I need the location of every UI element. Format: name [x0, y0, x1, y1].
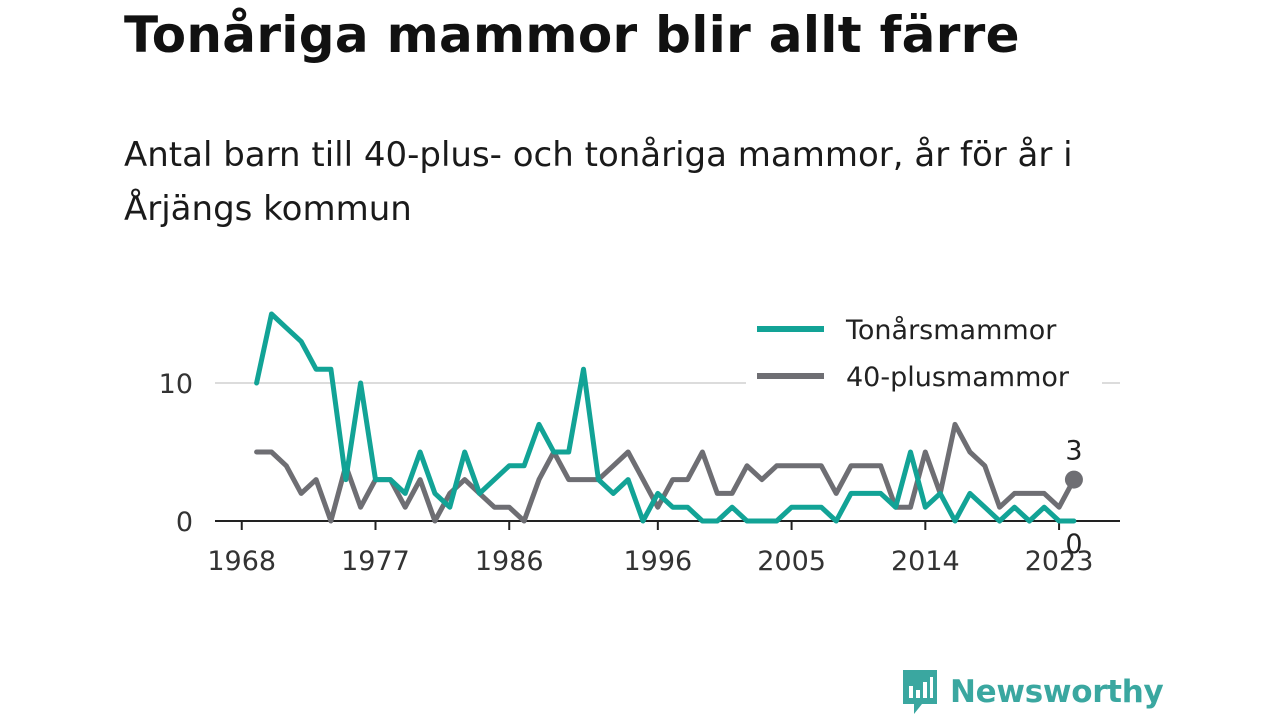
legend-background — [746, 306, 1102, 410]
x-tick-label: 1977 — [341, 546, 410, 577]
legend-label-40-plusmammor: 40-plusmammor — [846, 362, 1070, 393]
x-tick-label: 2014 — [891, 546, 960, 577]
end-label-tonarsmammor: 0 — [1065, 529, 1082, 560]
x-tick-label: 1996 — [623, 546, 692, 577]
x-tick-label: 1968 — [207, 546, 276, 577]
x-tick-label: 1986 — [475, 546, 544, 577]
end-marker-40-plusmammor — [1064, 470, 1083, 489]
legend-label-tonarsmammor: Tonårsmammor — [845, 315, 1057, 346]
newsworthy-logo-icon — [903, 670, 937, 714]
chart-title: Tonåriga mammor blir allt färre — [124, 6, 1020, 64]
chart-subtitle: Antal barn till 40-plus- och tonåriga ma… — [124, 135, 1073, 229]
y-tick-label: 0 — [176, 507, 193, 538]
brand-logo: Newsworthy — [900, 668, 1164, 716]
x-tick-label: 2023 — [1025, 546, 1094, 577]
series-line-40-plusmammor — [254, 421, 1077, 524]
brand-name: Newsworthy — [950, 674, 1164, 710]
y-tick-label: 10 — [159, 369, 193, 400]
end-label-40-plusmammor: 3 — [1065, 436, 1082, 467]
x-tick-label: 2005 — [757, 546, 826, 577]
series-line-tonarsmammor — [254, 311, 1077, 524]
